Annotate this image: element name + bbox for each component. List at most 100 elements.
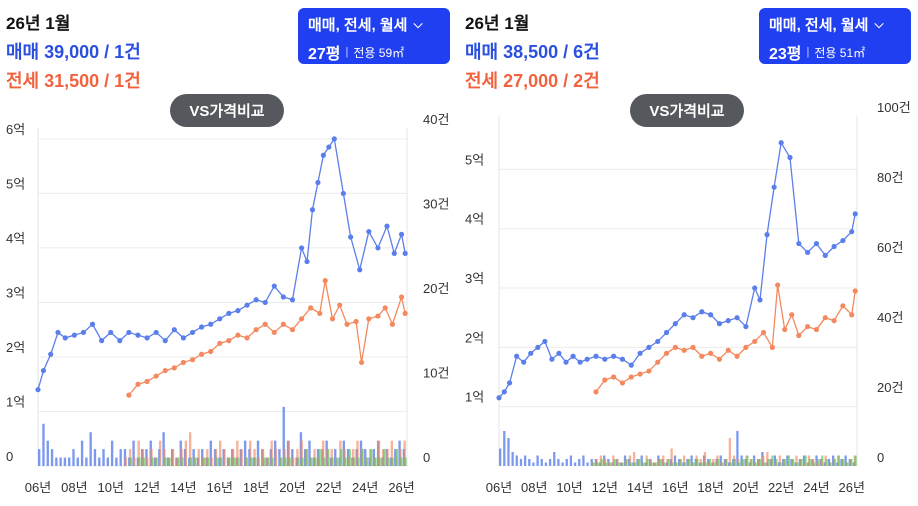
price-point-sale [244,302,250,308]
area-type-selector[interactable]: 매매, 전세, 월세 ⌵ 23평 | 전용 51㎡ [759,8,911,64]
volume-bar-jeonse [356,440,359,466]
price-point-jeonse [344,321,350,327]
price-point-sale [304,258,310,265]
volume-bar-jeonse [219,440,222,466]
x-tick-label: 26년 [838,480,864,495]
volume-bar-sale [523,455,527,466]
volume-bar-sale [132,440,135,466]
volume-bar-monthly [812,462,816,466]
price-point-sale [681,312,687,318]
price-point-sale [235,308,241,314]
y-right-tick-label: 10건 [423,366,449,381]
price-point-jeonse [262,321,268,327]
price-point-sale [619,356,626,362]
net-area: 전용 59㎡ [353,45,405,60]
price-point-sale [180,335,187,341]
volume-bar-jeonse [321,440,325,466]
volume-bar-monthly [344,457,347,466]
price-point-sale [71,332,77,338]
y-right-tick-label: 40건 [423,112,449,127]
price-point-sale [556,350,562,356]
date-label: 26년 1월 [6,14,71,33]
vs-compare-button[interactable]: VS가격비교 [630,94,744,127]
price-point-jeonse [831,318,837,324]
volume-bar-monthly [369,449,373,466]
volume-bar-sale [573,462,577,466]
volume-bar-sale [63,457,67,466]
price-point-jeonse [375,313,381,319]
volume-bar-monthly [357,457,360,466]
volume-bar-monthly [621,462,624,466]
volume-bar-monthly [837,455,841,466]
price-point-sale [734,315,740,321]
volume-bar-sale [565,459,568,466]
volume-bar-monthly [783,459,786,466]
volume-bar-monthly [746,455,749,466]
price-point-sale [357,267,363,273]
volume-bar-sale [532,462,535,466]
price-chart[interactable]: 1억 2억 3억 4억 5억 0 20건 40건 60건 80건 100건 06년 08년 10년 12년 1… [459,0,918,506]
chevron-down-icon: ⌵ [413,17,423,31]
y-right-tick-label: 20건 [423,281,449,296]
price-point-jeonse [840,303,846,309]
vs-compare-button[interactable]: VS가격비교 [170,94,284,127]
y-left-tick-label: 2억 [6,340,25,355]
x-tick-label: 12년 [134,480,160,495]
price-line-jeonse [595,284,856,393]
volume-bar-jeonse [300,440,303,466]
chevron-down-icon: ⌵ [874,17,884,31]
price-point-sale [348,234,354,240]
price-point-sale [757,297,763,303]
price-point-sale [315,179,321,186]
volume-bar-sale [72,449,75,466]
volume-bar-jeonse [236,440,239,466]
volume-bar-monthly [391,457,394,466]
volume-bar-jeonse [133,457,136,466]
x-tick-label: 06년 [25,480,51,495]
price-point-sale [340,190,346,197]
price-point-jeonse [389,321,396,327]
price-chart[interactable]: 0 1억 2억 3억 4억 5억 6억 0 10건 20건 30건 40건 06년 08년 10년 12년 14… [0,0,459,506]
volume-bar-sale [802,455,806,466]
x-tick-label: 24년 [352,480,378,495]
volume-bar-monthly [249,457,253,466]
price-point-sale [743,323,749,330]
volume-bar-jeonse [670,448,673,466]
volume-bar-monthly [129,457,133,466]
volume-bar-sale [540,459,543,466]
volume-bar-monthly [168,457,171,466]
price-point-sale [108,329,114,336]
price-point-sale [549,356,555,362]
price-point-sale [778,140,784,146]
volume-bar-monthly [675,462,678,466]
volume-bar-sale [569,455,573,466]
volume-bar-monthly [642,462,645,466]
price-point-jeonse [769,344,775,350]
price-point-jeonse [298,316,305,322]
volume-bar-monthly [254,457,257,466]
volume-bar-sale [544,462,548,466]
volume-bar-jeonse [184,440,188,466]
volume-bar-monthly [729,462,732,466]
y-left-tick-label: 1억 [6,394,25,409]
x-tick-label: 14년 [170,480,196,495]
volume-bar-jeonse [795,455,798,466]
price-point-sale [253,297,259,303]
price-point-sale [796,240,802,247]
price-point-jeonse [171,365,177,371]
price-point-sale [496,395,502,401]
price-point-sale [752,285,758,291]
volume-bar-monthly [791,459,795,466]
y-right-tick-label: 100건 [877,100,911,115]
price-point-jeonse [308,305,314,311]
volume-bar-monthly [138,457,141,466]
price-point-sale [690,315,696,321]
volume-bar-monthly [708,459,712,466]
volume-bar-monthly [692,462,695,466]
price-point-jeonse [271,329,277,336]
area-type-selector[interactable]: 매매, 전세, 월세 ⌵ 27평 | 전용 59㎡ [298,8,450,64]
x-tick-label: 26년 [388,480,414,495]
x-tick-label: 18년 [697,480,723,495]
price-point-sale [593,353,599,359]
volume-bar-jeonse [249,440,252,466]
